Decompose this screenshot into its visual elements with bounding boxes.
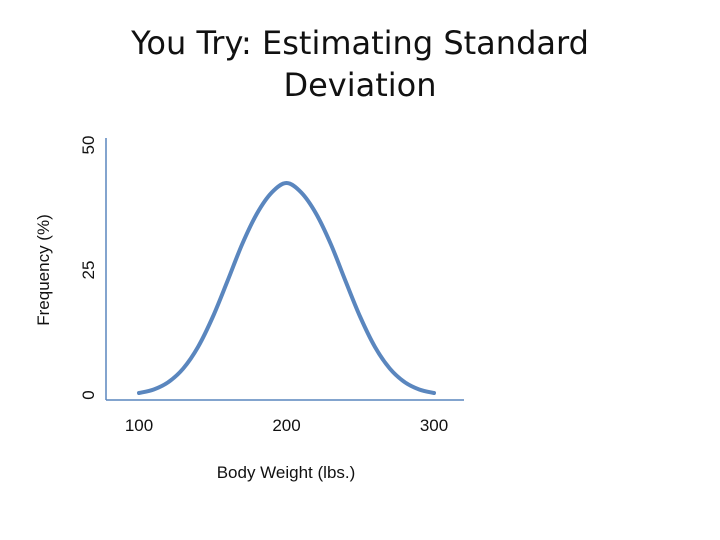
slide-title-line-1: You Try: Estimating Standard [131,24,589,62]
y-axis-label: Frequency (%) [34,214,53,325]
series-curve [137,181,436,395]
x-axis-label: Body Weight (lbs.) [217,463,356,482]
x-tick-label: 200 [272,416,300,435]
x-tick-label: 300 [420,416,448,435]
slide-title-line-2: Deviation [283,66,437,104]
x-tick-label: 100 [125,416,153,435]
y-tick-label: 25 [79,261,98,280]
y-tick-label: 50 [79,136,98,155]
y-tick-labels: 0 25 50 [79,136,98,400]
x-tick-labels: 100 200 300 [125,416,448,435]
y-tick-label: 0 [79,390,98,399]
slide-title: You Try: Estimating Standard Deviation [0,22,720,106]
